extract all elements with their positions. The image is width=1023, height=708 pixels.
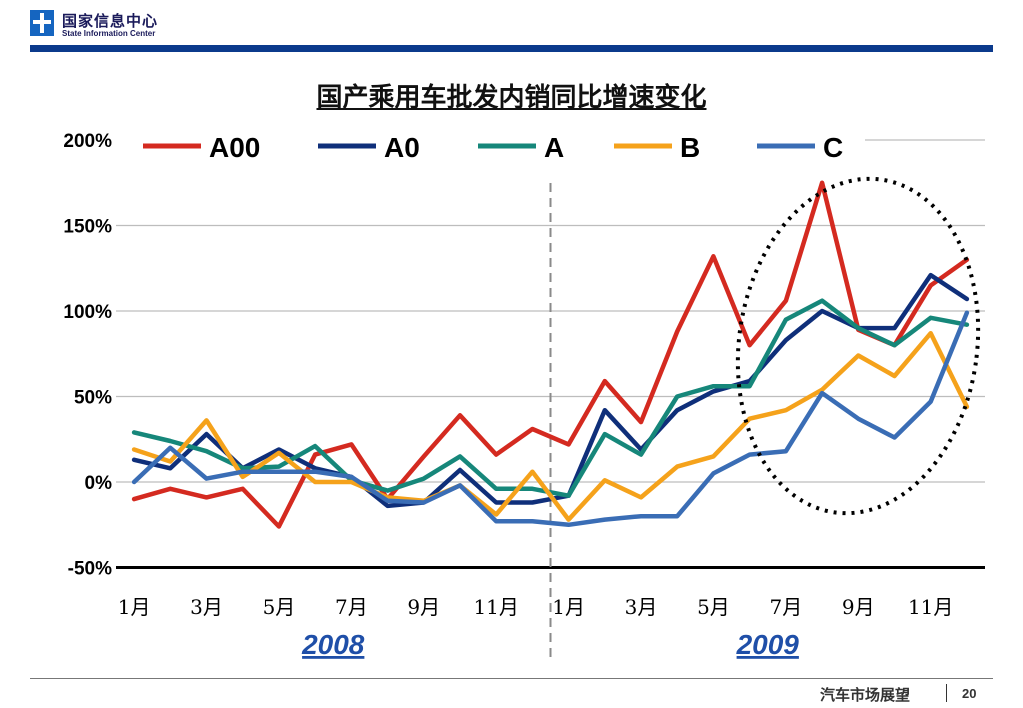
y-tick-label: 100% bbox=[63, 302, 112, 323]
y-tick-label: 0% bbox=[85, 473, 113, 494]
legend-label-a00: A00 bbox=[209, 132, 260, 163]
y-tick-label: -50% bbox=[68, 559, 112, 580]
legend-label-b: B bbox=[680, 132, 700, 163]
series-line-c bbox=[131, 310, 970, 528]
legend-label-a: A bbox=[544, 132, 564, 163]
x-tick-label: 7月 bbox=[769, 595, 802, 619]
x-tick-label: 3月 bbox=[625, 595, 658, 619]
series-line-b bbox=[131, 330, 970, 522]
x-tick-label: 11月 bbox=[908, 595, 953, 619]
year-label-2008: 2008 bbox=[301, 629, 365, 660]
x-tick-label: 9月 bbox=[407, 595, 440, 619]
legend-label-a0: A0 bbox=[384, 132, 420, 163]
x-tick-label: 5月 bbox=[263, 595, 296, 619]
x-tick-label: 1月 bbox=[118, 595, 151, 619]
series-line-a00 bbox=[131, 180, 970, 529]
y-tick-label: 150% bbox=[63, 217, 112, 238]
y-tick-label: 50% bbox=[74, 388, 112, 409]
x-tick-label: 7月 bbox=[335, 595, 368, 619]
x-tick-label: 3月 bbox=[190, 595, 223, 619]
page-number: 20 bbox=[962, 686, 977, 701]
org-name-cn: 国家信息中心 bbox=[62, 13, 159, 30]
x-tick-label: 1月 bbox=[552, 595, 585, 619]
x-tick-label: 11月 bbox=[473, 595, 518, 619]
state-information-center-logo-icon bbox=[30, 10, 54, 36]
footer-divider bbox=[30, 678, 993, 679]
footer-separator bbox=[946, 684, 947, 702]
org-name-en: State Information Center bbox=[62, 29, 156, 38]
x-tick-label: 5月 bbox=[697, 595, 730, 619]
highlight-ellipse bbox=[735, 176, 981, 516]
legend-label-c: C bbox=[823, 132, 843, 163]
footer-section-label: 汽车市场展望 bbox=[820, 686, 911, 704]
y-tick-label: 200% bbox=[63, 131, 112, 152]
year-label-2009: 2009 bbox=[736, 629, 800, 660]
x-tick-label: 9月 bbox=[842, 595, 875, 619]
chart-title: 国产乘用车批发内销同比增速变化 bbox=[316, 83, 707, 113]
logo: 国家信息中心 State Information Center bbox=[30, 8, 190, 42]
header-bar bbox=[30, 45, 993, 52]
